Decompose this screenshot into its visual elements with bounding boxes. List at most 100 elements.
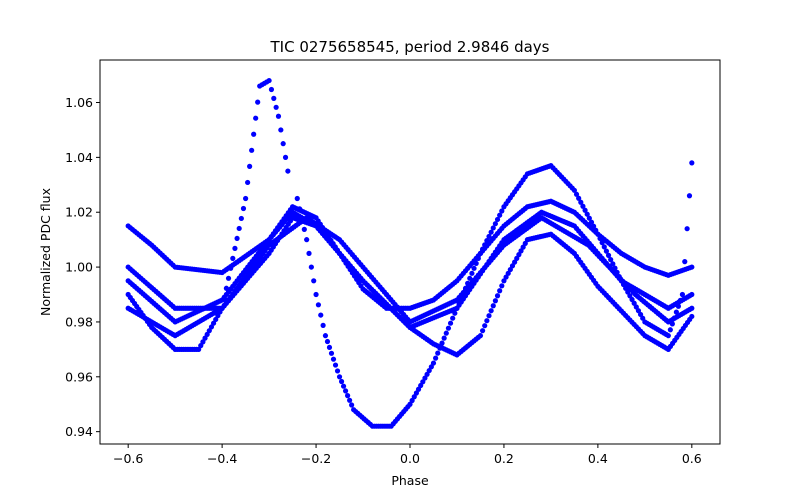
data-point <box>484 318 490 324</box>
data-point <box>225 275 232 281</box>
y-tick-label: 0.96 <box>65 369 93 384</box>
data-point <box>580 203 586 209</box>
data-point <box>689 264 695 270</box>
data-point <box>251 131 257 137</box>
data-point <box>336 374 343 380</box>
data-point <box>486 313 492 319</box>
data-point <box>689 305 695 311</box>
data-point <box>340 383 347 389</box>
data-point <box>435 350 441 356</box>
data-point <box>588 219 595 225</box>
data-point <box>482 323 488 329</box>
data-point <box>573 191 580 197</box>
data-point <box>689 313 695 320</box>
data-point <box>347 397 353 403</box>
data-point <box>328 350 335 356</box>
data-point <box>301 226 307 232</box>
data-point <box>243 195 249 202</box>
data-point <box>253 115 259 121</box>
data-points <box>125 77 695 429</box>
data-point <box>576 195 582 201</box>
data-point <box>582 207 588 213</box>
data-point <box>679 291 686 298</box>
data-point <box>324 338 331 345</box>
data-point <box>494 216 501 223</box>
data-point <box>450 315 456 321</box>
data-point <box>285 168 291 174</box>
data-point <box>447 320 454 326</box>
data-point <box>571 187 577 193</box>
y-tick-label: 0.94 <box>65 424 93 439</box>
data-point <box>315 302 322 308</box>
x-tick-label: 0.4 <box>588 451 608 466</box>
data-point <box>330 356 337 362</box>
x-tick-label: −0.2 <box>301 451 331 466</box>
data-point <box>603 248 610 254</box>
data-point <box>349 402 355 408</box>
data-point <box>499 208 505 214</box>
data-point <box>584 211 590 217</box>
data-point <box>280 141 286 147</box>
data-point <box>689 291 695 298</box>
data-point <box>499 283 505 289</box>
data-point <box>488 229 494 235</box>
data-point <box>320 322 326 328</box>
x-tick-label: 0.2 <box>494 451 514 466</box>
y-tick-label: 0.98 <box>65 314 93 329</box>
data-point <box>586 215 592 221</box>
data-point <box>610 261 616 267</box>
data-point <box>497 212 503 218</box>
data-point <box>443 330 449 336</box>
data-point <box>313 291 319 298</box>
data-point <box>430 360 437 366</box>
x-axis-label: Phase <box>391 473 429 488</box>
data-point <box>240 205 247 212</box>
y-tick-label: 1.02 <box>65 205 93 220</box>
data-point <box>345 393 351 399</box>
data-point <box>467 275 473 281</box>
data-point <box>445 325 452 331</box>
data-point <box>236 225 242 232</box>
data-point <box>494 293 501 299</box>
data-point <box>266 77 272 84</box>
data-point <box>497 288 503 294</box>
data-point <box>332 362 339 368</box>
data-point <box>232 245 238 251</box>
data-point <box>441 335 447 341</box>
x-axis: −0.6 −0.4 −0.2 0.0 0.2 0.4 0.6 <box>113 444 702 466</box>
data-point <box>492 221 498 227</box>
data-point <box>488 308 494 314</box>
data-point <box>492 298 498 304</box>
data-point <box>608 257 614 263</box>
y-tick-label: 1.00 <box>65 260 93 275</box>
x-tick-label: −0.4 <box>207 451 237 466</box>
data-point <box>238 215 244 222</box>
data-point <box>230 255 236 261</box>
data-point <box>322 333 329 339</box>
data-point <box>318 312 324 318</box>
data-point <box>667 327 673 333</box>
data-point <box>306 250 312 256</box>
data-point <box>578 199 584 205</box>
data-point <box>469 270 475 276</box>
data-point <box>282 154 289 160</box>
data-point <box>271 95 277 101</box>
data-point <box>689 160 695 166</box>
data-point <box>268 86 275 93</box>
data-point <box>311 278 317 284</box>
data-point <box>275 113 282 119</box>
data-point <box>673 309 679 315</box>
data-point <box>490 303 496 309</box>
chart-title: TIC 0275658545, period 2.9846 days <box>269 38 549 56</box>
data-point <box>342 388 349 394</box>
data-point <box>684 226 690 232</box>
y-axis: 0.94 0.96 0.98 1.00 1.02 1.04 1.06 <box>65 95 100 439</box>
data-point <box>601 244 607 250</box>
y-axis-label: Normalized PDC flux <box>38 188 53 316</box>
data-point <box>490 225 496 231</box>
data-point <box>255 99 261 105</box>
data-point <box>479 328 486 334</box>
x-tick-label: 0.6 <box>682 451 702 466</box>
